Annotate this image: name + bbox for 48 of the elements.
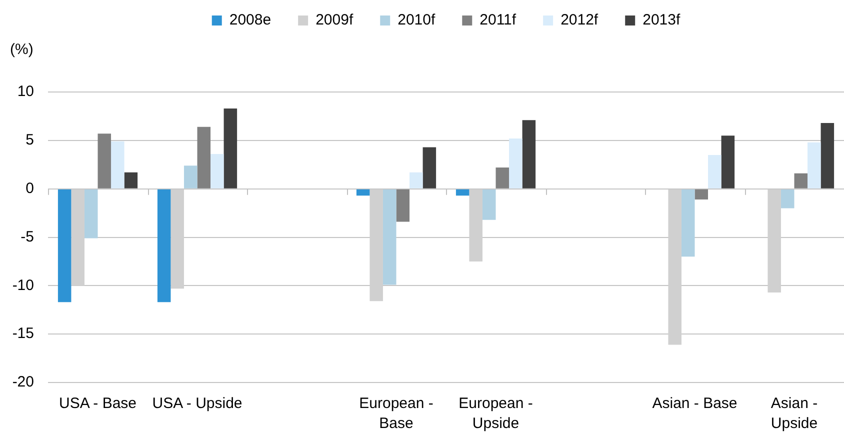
bar [794, 173, 808, 188]
legend-label: 2008e [229, 12, 272, 29]
y-tick-label: -20 [12, 374, 34, 391]
x-tick-label: USA - Upside [152, 394, 242, 412]
y-axis-title: (%) [10, 41, 34, 59]
bar [456, 189, 470, 196]
bar [422, 147, 436, 188]
bar [780, 189, 794, 208]
y-tick-label: -10 [12, 276, 34, 294]
bar [410, 172, 423, 188]
legend-label: 2012f [560, 12, 599, 29]
bar [808, 142, 821, 188]
bar [721, 136, 735, 188]
y-tick-label: 10 [17, 83, 34, 100]
y-tick-label: -15 [12, 325, 34, 342]
bar [197, 126, 211, 188]
bar [184, 166, 198, 188]
bar [509, 138, 522, 188]
legend-label: 2009f [316, 12, 354, 29]
bar [496, 168, 510, 188]
bar [111, 141, 124, 188]
legend-label: 2013f [642, 12, 681, 29]
x-tick-label: European - Upside [458, 394, 533, 432]
legend-label: 2010f [398, 12, 436, 29]
bar [522, 120, 536, 188]
x-tick-label: Asian - Base [652, 394, 738, 412]
bar [98, 134, 112, 188]
bar [396, 189, 410, 222]
bar [84, 189, 98, 238]
bar [224, 108, 238, 188]
bar [210, 154, 224, 188]
bar [58, 189, 72, 302]
x-tick-label: Asian - Upside [770, 394, 818, 432]
bar [708, 154, 722, 188]
y-tick-label: -5 [20, 228, 34, 246]
y-tick-label: 5 [26, 132, 34, 149]
legend-label: 2011f [480, 12, 517, 29]
bar [124, 172, 138, 188]
bar [681, 189, 695, 257]
x-tick-label: USA - Base [58, 394, 137, 412]
bar [820, 122, 834, 188]
bar [694, 189, 708, 200]
bar [382, 189, 396, 285]
x-tick-label: European - Base [359, 394, 434, 432]
bar [482, 189, 496, 220]
bar [356, 189, 370, 196]
bar [157, 189, 171, 302]
y-tick-label: 0 [26, 180, 34, 197]
